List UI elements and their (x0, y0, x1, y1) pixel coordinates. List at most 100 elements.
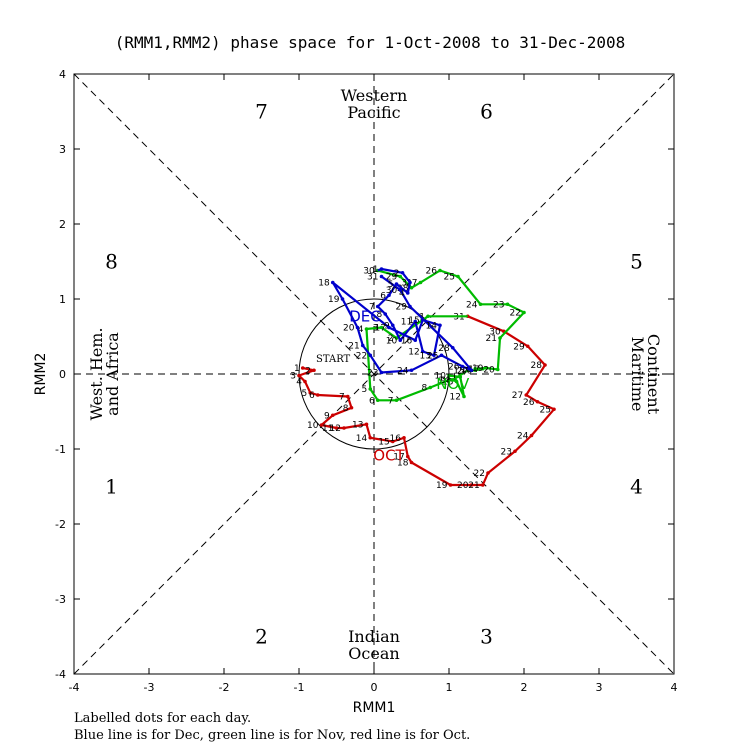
day-dot (379, 267, 384, 271)
day-dot (438, 323, 442, 328)
day-dot (349, 405, 354, 410)
day-label: 4 (399, 289, 405, 299)
region-right-line2: Continent (644, 334, 663, 415)
y-tick-label: -3 (55, 593, 66, 606)
day-label: 7 (388, 396, 394, 406)
day-label: 25 (444, 273, 455, 283)
day-label: 11 (401, 318, 412, 328)
day-label: 19 (328, 295, 340, 305)
day-label: 6 (380, 291, 386, 301)
day-label: 26 (523, 398, 535, 408)
day-label: 10 (435, 372, 447, 382)
month-label-dec: DEC (349, 308, 381, 326)
footer-line-1: Labelled dots for each day. (74, 711, 251, 726)
day-dot (522, 310, 526, 315)
day-dot (543, 363, 547, 367)
day-dot (402, 435, 406, 440)
day-label: 22 (356, 351, 367, 361)
day-dot (394, 336, 399, 340)
day-label: 28 (438, 344, 450, 354)
y-axis-label: RMM2 (33, 353, 49, 396)
day-label: 9 (384, 321, 390, 331)
y-tick-label: -4 (55, 668, 66, 681)
day-label: 22 (510, 309, 521, 319)
day-dot (426, 314, 430, 319)
region-labels: Western Pacific Indian Ocean West. Hem. … (87, 86, 663, 663)
day-dot (469, 368, 474, 373)
day-label: 3 (290, 372, 296, 382)
y-tick-label: -1 (55, 443, 66, 456)
day-dot (398, 288, 403, 292)
x-axis-label: RMM1 (353, 700, 396, 716)
day-dot (342, 426, 346, 430)
y-tick-label: 1 (59, 293, 66, 306)
day-label: 19 (472, 364, 484, 374)
day-dot (379, 370, 384, 375)
month-label-oct: OCT (373, 446, 405, 464)
day-dot (439, 353, 444, 358)
day-label: 15 (453, 366, 464, 376)
day-dot (330, 280, 335, 285)
day-label: 12 (408, 348, 419, 358)
day-dot (413, 319, 418, 324)
day-dot (312, 368, 316, 373)
day-label: 8 (422, 384, 428, 394)
day-dot (420, 318, 425, 322)
x-tick-label: -3 (144, 681, 155, 694)
day-dot (345, 394, 350, 399)
day-dot (364, 422, 369, 427)
day-label: 2 (305, 366, 311, 376)
day-label: 17 (375, 324, 386, 334)
day-label: 12 (450, 393, 461, 403)
day-dot (473, 366, 478, 371)
y-tick-label: 2 (59, 218, 66, 231)
phase-label-4: 4 (630, 475, 643, 499)
day-dot (418, 280, 423, 285)
day-dot (334, 426, 339, 430)
day-label: 16 (401, 336, 413, 346)
x-tick-label: 3 (596, 681, 603, 694)
region-right-line1: Maritime (628, 337, 647, 412)
day-label: 3 (401, 279, 407, 289)
day-label: 13 (420, 351, 431, 361)
day-dot (469, 483, 474, 487)
x-tick-label: 2 (521, 681, 528, 694)
phase-label-1: 1 (105, 475, 118, 499)
day-label: 14 (438, 376, 450, 386)
day-label: 26 (426, 267, 438, 277)
phase-label-3: 3 (480, 625, 493, 649)
day-dot (458, 375, 463, 379)
day-dot (480, 483, 485, 487)
x-tick-label: 4 (671, 681, 678, 694)
day-dot (315, 393, 320, 397)
x-tick-label: 1 (446, 681, 453, 694)
day-dot (405, 454, 410, 459)
day-dot (390, 323, 395, 328)
day-dot (495, 367, 500, 372)
day-dot (420, 349, 425, 354)
day-label: 6 (369, 396, 375, 406)
y-tick-label: 3 (59, 143, 66, 156)
day-label: 21 (348, 342, 359, 352)
day-dot (390, 439, 395, 444)
day-dot (513, 449, 517, 454)
day-dot (394, 282, 399, 286)
day-dot (405, 291, 410, 295)
day-label: 1 (373, 265, 379, 275)
day-dot (409, 368, 414, 373)
series-line-dec (331, 267, 473, 374)
x-tick-label: 0 (371, 681, 378, 694)
day-label: 4 (358, 325, 364, 335)
day-label: 27 (512, 391, 523, 401)
day-dot (552, 407, 556, 412)
day-dot (413, 338, 418, 343)
chart-title: (RMM1,RMM2) phase space for 1-Oct-2008 t… (115, 33, 626, 52)
day-label: 15 (378, 438, 389, 448)
region-bottom-line2: Ocean (348, 644, 399, 663)
day-label: 10 (386, 336, 398, 346)
x-tick-label: -2 (219, 681, 230, 694)
day-label: 27 (406, 279, 417, 289)
day-label: 22 (474, 469, 485, 479)
